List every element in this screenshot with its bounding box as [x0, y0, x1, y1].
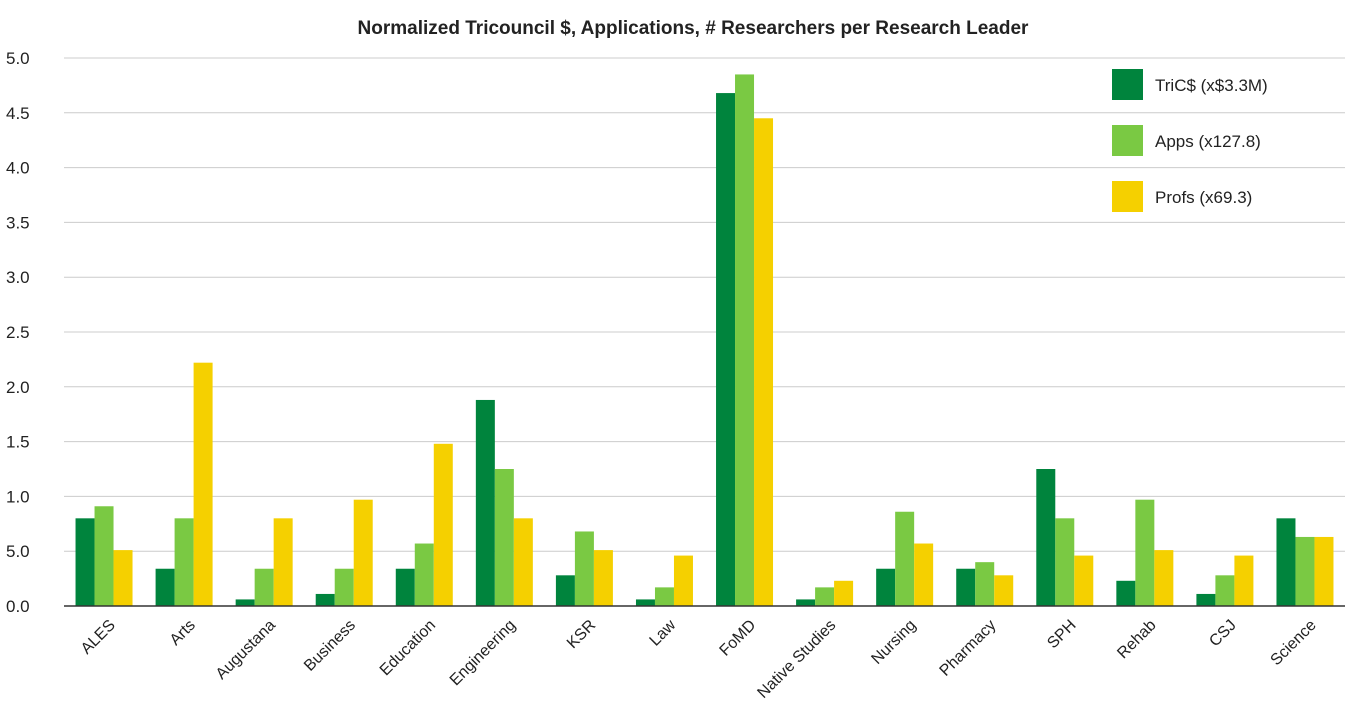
bar — [555, 575, 575, 606]
bar — [494, 469, 514, 606]
x-category-label: Native Studies — [754, 617, 839, 702]
bar — [414, 543, 434, 606]
legend: TriC$ (x$3.3M) Apps (x127.8) Profs (x69.3) — [1112, 69, 1268, 212]
y-axis-ticks: 0.0 5.0 1.0 1.5 2.0 2.5 3.0 3.5 4.0 4.5 5.0 — [6, 49, 30, 616]
bar — [735, 74, 755, 606]
legend-item: Profs (x69.3) — [1112, 181, 1252, 212]
bar — [334, 568, 354, 606]
legend-swatch — [1112, 181, 1143, 212]
y-tick-label: 4.0 — [6, 159, 30, 178]
x-category-label: CSJ — [1206, 617, 1239, 650]
legend-swatch — [1112, 125, 1143, 156]
y-tick-label: 5.0 — [6, 542, 30, 561]
y-tick-label: 5.0 — [6, 49, 30, 68]
bar — [1276, 518, 1296, 606]
bar — [273, 518, 293, 606]
bar — [1234, 555, 1254, 606]
y-tick-label: 3.5 — [6, 213, 30, 232]
y-tick-label: 4.5 — [6, 104, 30, 123]
legend-label: Apps (x127.8) — [1155, 132, 1261, 151]
x-category-label: Business — [301, 617, 359, 675]
bar — [254, 568, 274, 606]
x-category-label: Law — [647, 616, 680, 649]
legend-label: TriC$ (x$3.3M) — [1155, 76, 1268, 95]
x-category-label: Arts — [167, 617, 199, 649]
bar — [975, 562, 995, 606]
x-axis-categories: ALES Arts Augustana Business Education Engine… — [78, 616, 1320, 701]
bar — [754, 118, 774, 606]
y-tick-label: 1.0 — [6, 487, 30, 506]
legend-item: TriC$ (x$3.3M) — [1112, 69, 1268, 100]
bar — [513, 518, 533, 606]
bar — [815, 587, 835, 606]
x-category-label: FoMD — [717, 617, 760, 660]
y-tick-label: 2.5 — [6, 323, 30, 342]
y-tick-label: 1.5 — [6, 433, 30, 452]
bar — [174, 518, 194, 606]
gridlines — [64, 57, 1345, 552]
bar — [994, 575, 1014, 606]
bar — [1196, 593, 1216, 606]
bar — [876, 568, 896, 606]
bar — [235, 599, 255, 606]
x-category-label: Nursing — [868, 617, 919, 668]
bar — [1154, 550, 1174, 606]
bar — [1036, 469, 1056, 606]
bar — [1116, 580, 1136, 606]
bar — [1055, 518, 1075, 606]
bar — [1314, 536, 1334, 606]
y-tick-label: 2.0 — [6, 378, 30, 397]
bar — [353, 499, 373, 606]
bar — [1215, 575, 1235, 606]
legend-label: Profs (x69.3) — [1155, 188, 1252, 207]
x-category-label: Rehab — [1114, 617, 1159, 662]
chart-title: Normalized Tricouncil $, Applications, #… — [358, 18, 1029, 39]
x-category-label: KSR — [564, 617, 599, 652]
legend-item: Apps (x127.8) — [1112, 125, 1261, 156]
bar — [94, 506, 114, 606]
bar — [1135, 499, 1155, 606]
bar — [193, 362, 213, 606]
x-category-label: Education — [377, 617, 439, 679]
bar — [315, 593, 335, 606]
bar — [635, 599, 655, 606]
bar — [395, 568, 415, 606]
bar — [895, 511, 915, 606]
bar — [75, 518, 95, 606]
x-category-label: Augustana — [213, 617, 279, 683]
bar — [1295, 536, 1315, 606]
bar — [475, 399, 495, 606]
bar — [834, 580, 854, 606]
y-tick-label: 0.0 — [6, 597, 30, 616]
bar — [433, 443, 453, 606]
bar — [914, 543, 934, 606]
x-category-label: Engineering — [447, 617, 519, 689]
y-tick-label: 3.0 — [6, 268, 30, 287]
bar — [796, 599, 816, 606]
bar — [654, 587, 674, 606]
x-category-label: SPH — [1044, 617, 1079, 652]
x-category-label: ALES — [78, 617, 119, 658]
bar — [155, 568, 175, 606]
bar — [1074, 555, 1094, 606]
x-category-label: Pharmacy — [937, 617, 1000, 680]
bar — [956, 568, 976, 606]
bar — [574, 531, 594, 606]
legend-swatch — [1112, 69, 1143, 100]
bar — [593, 550, 613, 606]
x-category-label: Science — [1268, 617, 1320, 669]
bar — [716, 93, 736, 606]
bar — [113, 550, 133, 606]
bar — [673, 555, 693, 606]
bars — [75, 74, 1334, 606]
